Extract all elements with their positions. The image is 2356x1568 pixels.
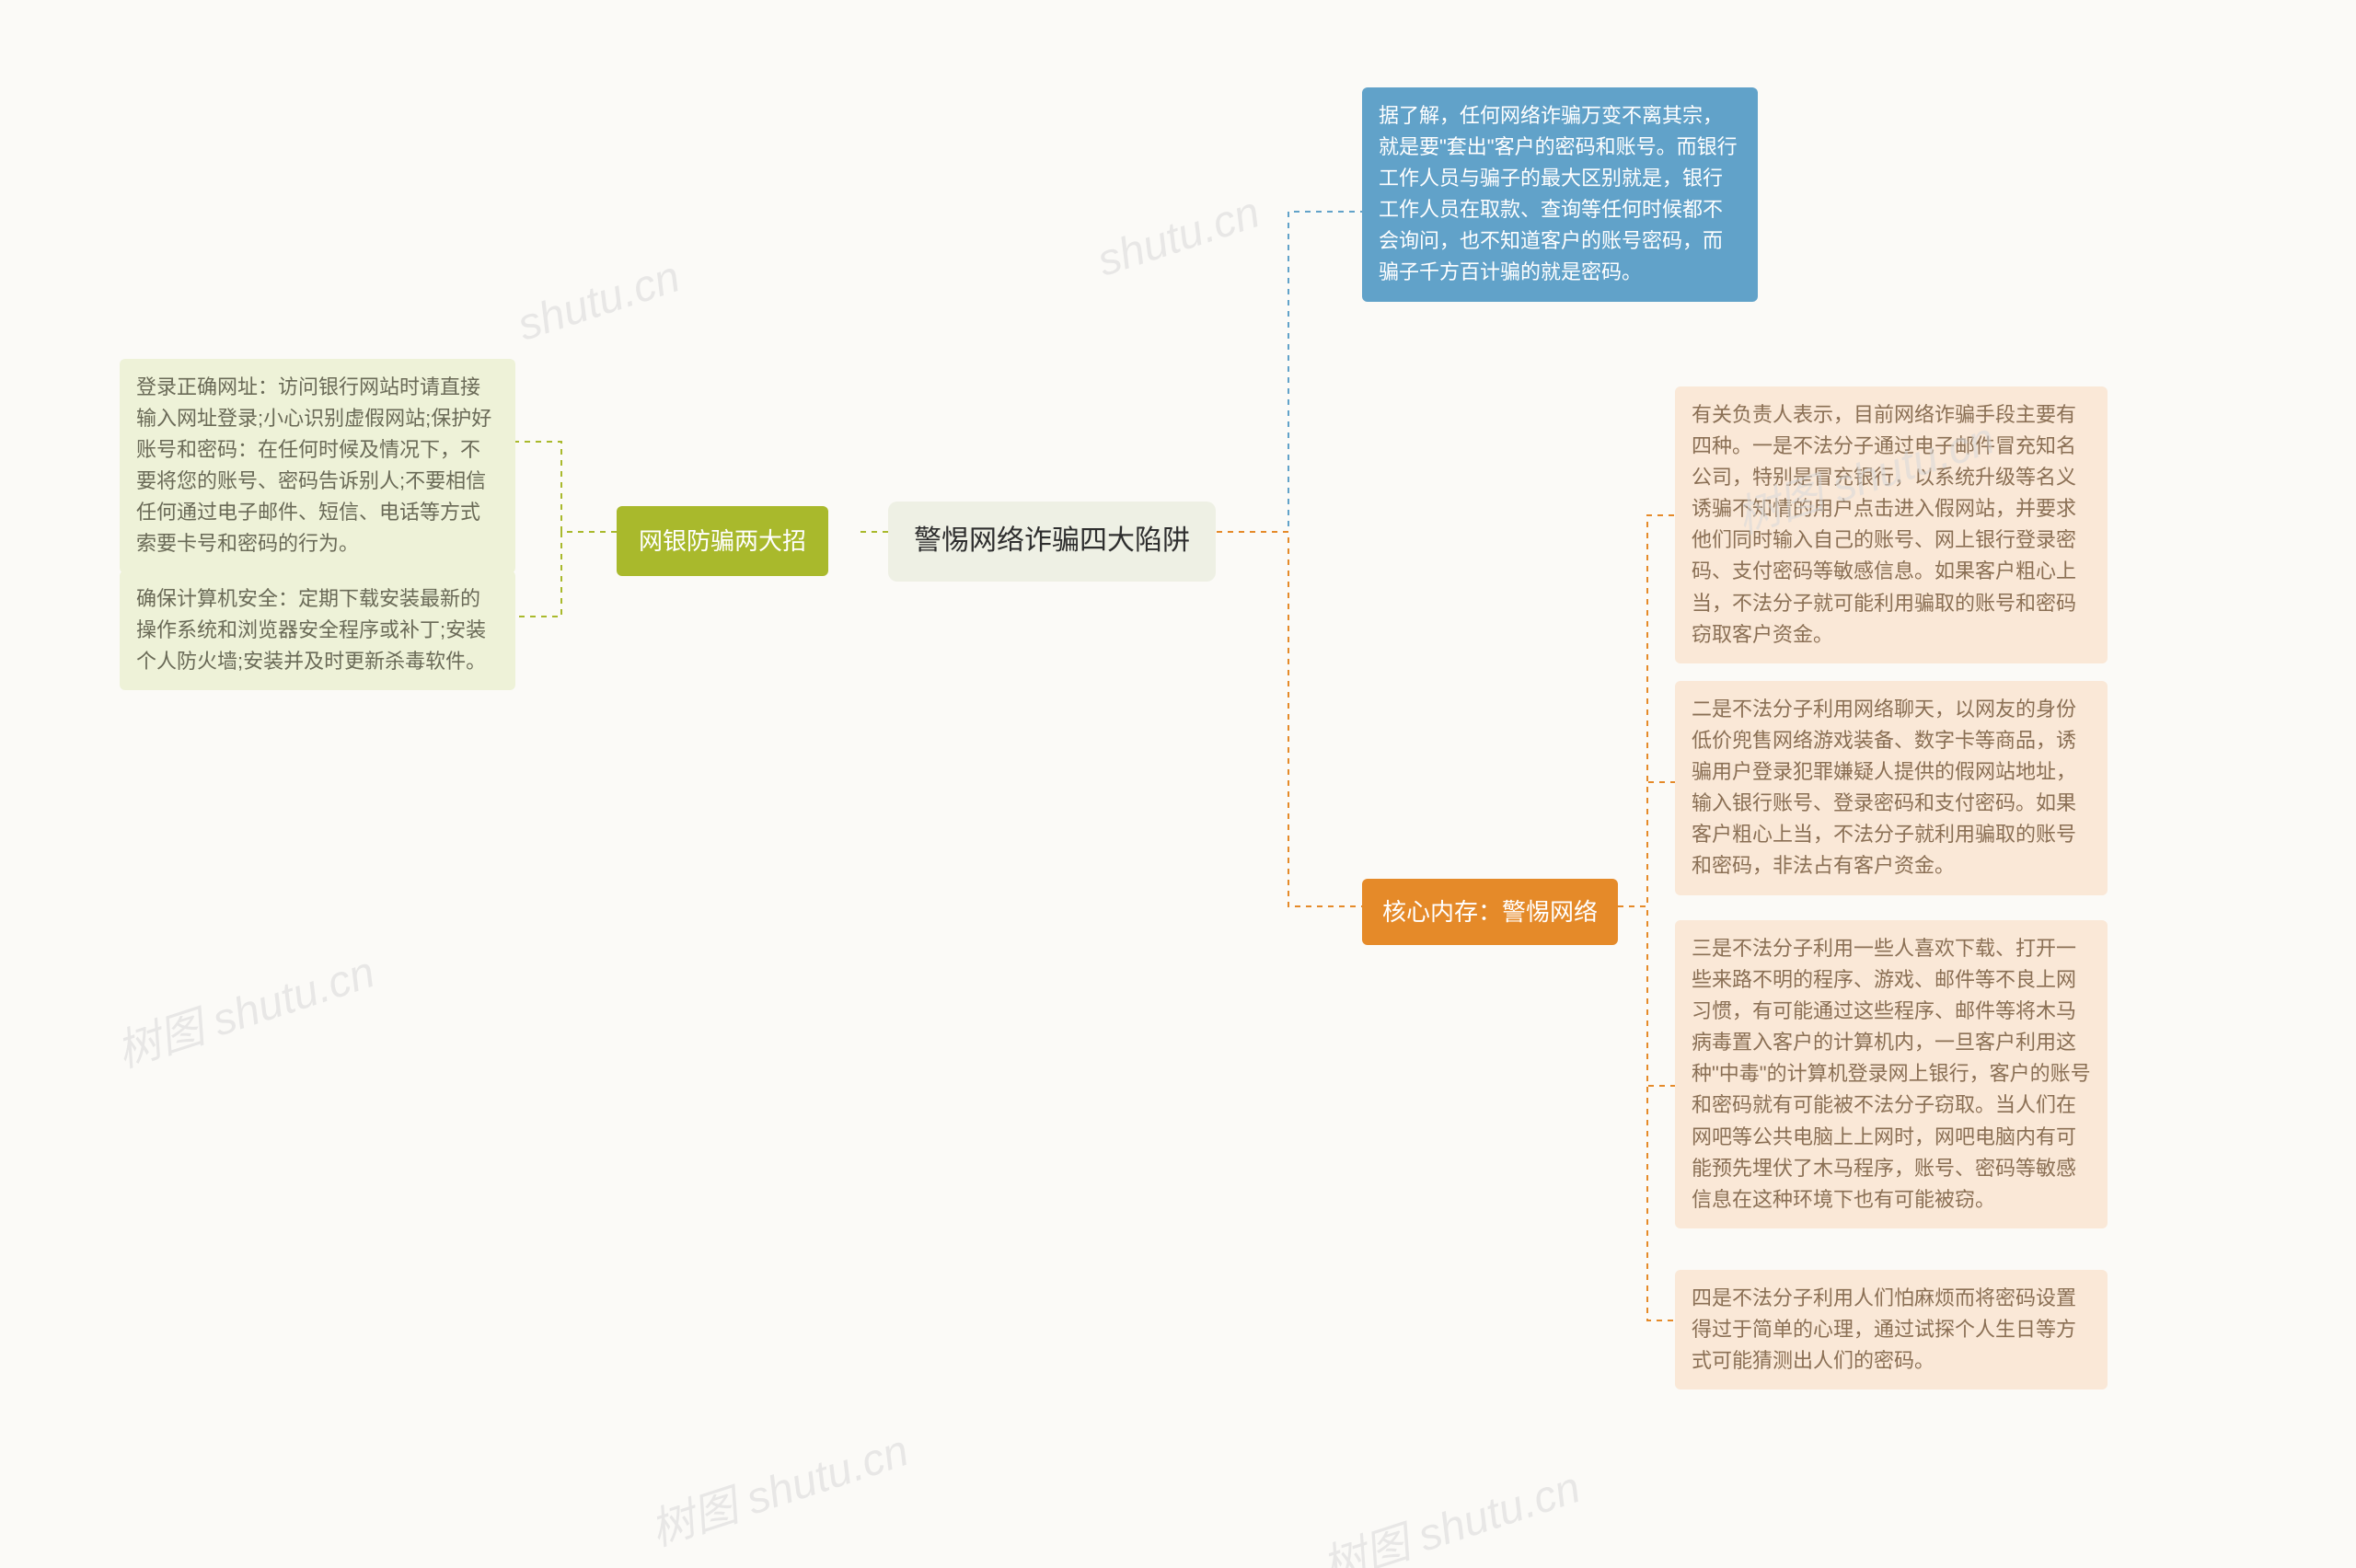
- left-leaf-1: 确保计算机安全：定期下载安装最新的操作系统和浏览器安全程序或补丁;安装个人防火墙…: [120, 571, 515, 690]
- watermark: 树图 shutu.cn: [107, 936, 381, 1079]
- left-leaf-0: 登录正确网址：访问银行网站时请直接输入网址登录;小心识别虚假网站;保护好账号和密…: [120, 359, 515, 573]
- watermark: 树图 shutu.cn: [641, 1414, 915, 1558]
- watermark: shutu.cn: [512, 251, 687, 351]
- watermark: shutu.cn: [1091, 187, 1266, 286]
- top-branch-node: 据了解，任何网络诈骗万变不离其宗，就是要"套出"客户的密码和账号。而银行工作人员…: [1362, 87, 1758, 302]
- root-node: 警惕网络诈骗四大陷阱: [888, 502, 1216, 582]
- left-branch-node: 网银防骗两大招: [617, 506, 828, 576]
- core-leaf-2: 三是不法分子利用一些人喜欢下载、打开一些来路不明的程序、游戏、邮件等不良上网习惯…: [1675, 920, 2108, 1228]
- core-leaf-3: 四是不法分子利用人们怕麻烦而将密码设置得过于简单的心理，通过试探个人生日等方式可…: [1675, 1270, 2108, 1389]
- core-branch-node: 核心内存：警惕网络: [1362, 879, 1618, 945]
- core-leaf-0: 有关负责人表示，目前网络诈骗手段主要有四种。一是不法分子通过电子邮件冒充知名公司…: [1675, 386, 2108, 663]
- watermark: 树图 shutu.cn: [1312, 1451, 1587, 1568]
- core-leaf-1: 二是不法分子利用网络聊天，以网友的身份低价兜售网络游戏装备、数字卡等商品，诱骗用…: [1675, 681, 2108, 895]
